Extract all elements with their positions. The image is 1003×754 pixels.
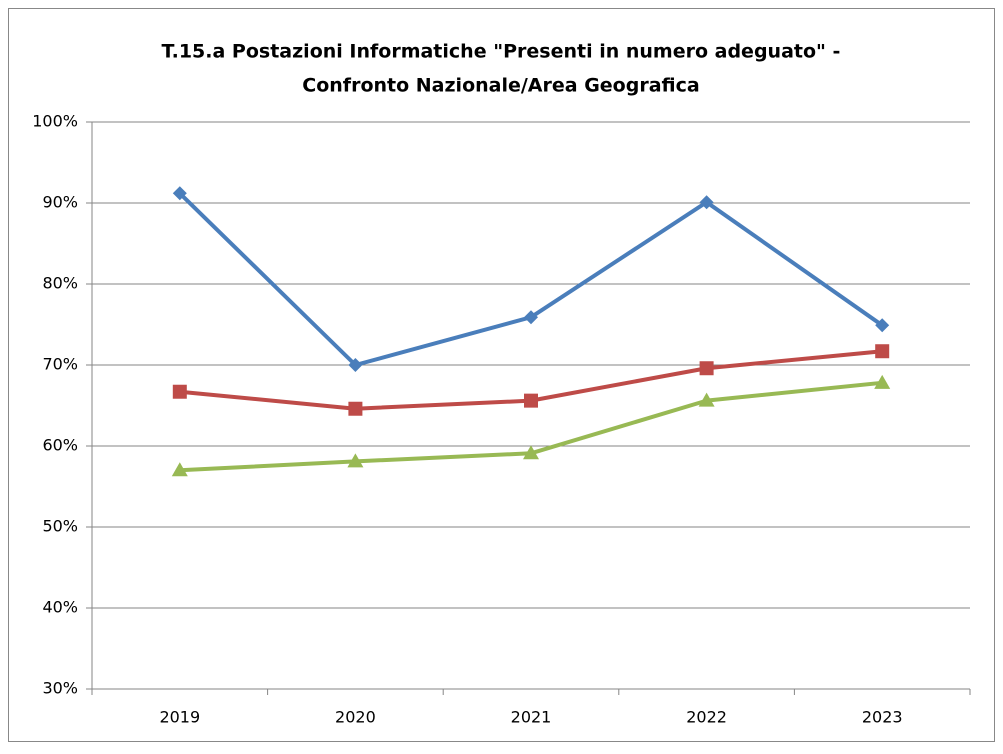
x-tick-label: 2021 xyxy=(511,708,552,727)
marker xyxy=(172,186,187,201)
marker xyxy=(348,358,363,372)
marker xyxy=(171,462,188,477)
marker xyxy=(524,393,538,408)
marker xyxy=(699,195,714,210)
marker xyxy=(698,392,715,407)
marker xyxy=(875,344,890,359)
y-tick-label: 50% xyxy=(42,517,78,536)
chart-title: Confronto Nazionale/Area Geografica xyxy=(302,75,699,97)
x-tick-label: 2020 xyxy=(335,708,376,727)
y-tick-label: 100% xyxy=(32,112,78,131)
marker xyxy=(347,453,364,468)
x-tick-label: 2022 xyxy=(686,708,727,727)
x-tick-label: 2019 xyxy=(159,708,200,727)
marker xyxy=(524,310,538,325)
y-tick-label: 70% xyxy=(42,355,78,374)
y-tick-label: 80% xyxy=(42,274,78,293)
x-tick-label: 2023 xyxy=(862,708,903,727)
chart-border xyxy=(8,8,995,742)
marker xyxy=(699,361,714,376)
marker xyxy=(875,318,890,333)
marker xyxy=(523,445,539,460)
y-tick-label: 60% xyxy=(42,436,78,455)
y-tick-label: 30% xyxy=(42,679,78,698)
chart-title: T.15.a Postazioni Informatiche "Presenti… xyxy=(162,41,841,63)
marker xyxy=(172,384,187,399)
y-tick-label: 90% xyxy=(42,193,78,212)
marker xyxy=(874,374,891,389)
marker xyxy=(348,401,363,416)
y-tick-label: 40% xyxy=(42,598,78,617)
